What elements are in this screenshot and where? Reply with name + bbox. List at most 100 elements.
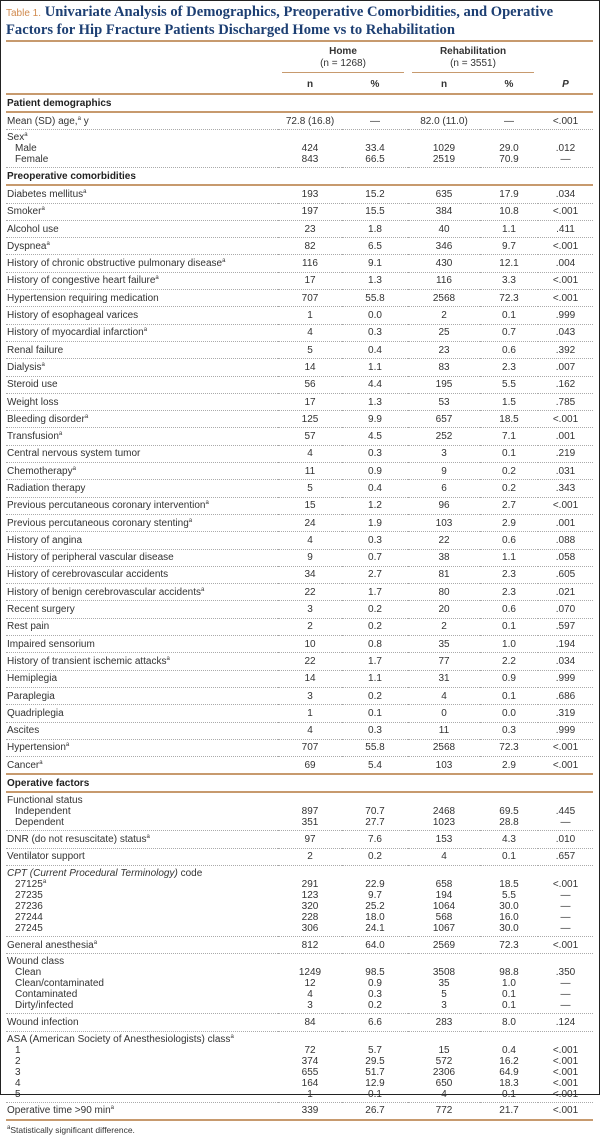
row-label-cell: Chemotherapya	[6, 462, 278, 481]
table-row-group: CPT (Current Procedural Terminology) cod…	[6, 865, 593, 937]
subrow-rehab-pct: 98.8	[499, 967, 519, 979]
cell-rehab-pct: 2.3	[480, 566, 538, 585]
row-label: Quadriplegia	[7, 707, 64, 719]
group-label: CPT (Current Procedural Terminology) cod…	[7, 868, 278, 879]
subrow-rehab-pct: 28.8	[499, 817, 519, 829]
cell-home-n: 22	[278, 652, 342, 671]
row-label-suffix: y	[80, 115, 89, 127]
cell-home-n: 22	[278, 583, 342, 602]
cell-home-pct: 98.5 0.9 0.3 0.2	[342, 953, 408, 1015]
cell-home-pct: 0.4	[342, 341, 408, 360]
cell-p-value: .007	[538, 358, 593, 377]
subrow-label: Clean	[7, 967, 278, 978]
row-label: 27245	[15, 922, 43, 934]
spacer	[480, 1034, 538, 1045]
row-label: Clean/contaminated	[15, 978, 104, 990]
cell-home-pct: 26.7	[342, 1102, 408, 1121]
subrow-home-n: 3	[307, 1000, 313, 1012]
cell-home-pct: 0.3	[342, 324, 408, 342]
cell-home-pct: 6.6	[342, 1013, 408, 1032]
cell-p-value: .031	[538, 462, 593, 481]
table-row: Impaired sensorium 10 0.8 35 1.0.194	[6, 635, 593, 654]
subrow-rehab-pct: 18.3	[499, 1077, 519, 1089]
cell-home-pct: 0.9	[342, 462, 408, 481]
cell-rehab-n: 25	[408, 324, 480, 342]
spacer	[480, 132, 538, 143]
row-label: Dyspnea	[7, 240, 47, 252]
table-row: Cancera 69 5.4 103 2.9 <.001	[6, 756, 593, 775]
section-title: Preoperative comorbidities	[6, 167, 593, 187]
footnote-marker: a	[143, 327, 148, 334]
subrow-home-pct: 98.5	[365, 967, 385, 979]
spacer	[342, 132, 408, 143]
subrow-p-value: —	[560, 154, 571, 166]
cell-home-pct: 55.8	[342, 289, 408, 308]
table-row: Quadriplegia 1 0.1 0 0.0.319	[6, 704, 593, 723]
subrow-label: 1	[7, 1045, 278, 1056]
cell-home-pct: 1.3	[342, 272, 408, 291]
table-row: History of chronic obstructive pulmonary…	[6, 254, 593, 273]
cell-rehab-n: 20	[408, 600, 480, 619]
table-row: Recent surgery 3 0.2 20 0.6.070	[6, 600, 593, 619]
subrow-label: 5	[7, 1089, 278, 1100]
footnote-marker: a	[46, 240, 50, 247]
table-row: DNR (do not resuscitate) statusa 97 7.6 153…	[6, 830, 593, 849]
table-row: History of congestive heart failurea 17 1.…	[6, 272, 593, 291]
cell-rehab-n: 23	[408, 341, 480, 360]
row-label: Wound class	[7, 956, 65, 968]
row-label-cell: Functional status Independent Dependent	[6, 792, 278, 832]
spacer	[342, 956, 408, 967]
table-row: History of cerebrovascular accidents 34 2.…	[6, 566, 593, 585]
row-label-cell: Paraplegia	[6, 687, 278, 706]
cell-p-value: <.001	[538, 272, 593, 291]
footnote-marker: a	[58, 431, 63, 438]
subrow-home-pct: 29.5	[365, 1055, 385, 1067]
subrow-home-pct: 5.7	[368, 1044, 382, 1056]
column-header-row: n % n % P	[6, 76, 593, 95]
subrow-label: Dirty/infected	[7, 1000, 278, 1011]
cell-rehab-n: 6	[408, 479, 480, 498]
subrow-rehab-n: 3508	[432, 967, 456, 979]
subrow-label: 27125a	[7, 879, 278, 890]
subrow-home-pct: 22.9	[365, 878, 385, 890]
row-label: History of congestive heart failure	[7, 275, 156, 287]
cell-p-value: <.001	[538, 739, 593, 758]
row-label: 27236	[15, 900, 43, 912]
spacer	[278, 132, 342, 143]
subrow-p-value: —	[560, 889, 571, 901]
table-row: Steroid use 56 4.4 195 5.5.162	[6, 376, 593, 394]
row-label: DNR (do not resuscitate) status	[7, 834, 147, 846]
cell-rehab-pct: 0.3	[480, 722, 538, 740]
cell-rehab-pct: 0.2	[480, 479, 538, 498]
cell-rehab-pct: 69.5 28.8	[480, 792, 538, 832]
row-label: Chemotherapy	[7, 465, 73, 477]
cell-p-value: .070	[538, 600, 593, 619]
footnote-marker: a	[188, 517, 193, 524]
cell-rehab-n: 1029 2519	[408, 129, 480, 169]
cell-home-n: 812	[278, 936, 342, 955]
cell-p-value: .001	[538, 514, 593, 533]
row-label-cell: ASA (American Society of Anesthesiologis…	[6, 1031, 278, 1103]
cell-p-value: .999	[538, 670, 593, 688]
cell-rehab-n: 9	[408, 462, 480, 481]
cell-home-n: 17	[278, 393, 342, 412]
subrow-rehab-pct: 0.1	[502, 1088, 516, 1100]
cell-rehab-pct: 3.3	[480, 272, 538, 291]
cell-rehab-pct: 1.1	[480, 549, 538, 567]
subrow-rehab-n: 658	[435, 878, 453, 890]
subrow-home-n: 4	[307, 989, 313, 1001]
row-label-cell: Cancera	[6, 756, 278, 775]
row-label-suffix: code	[177, 867, 203, 879]
row-label: Radiation therapy	[7, 482, 86, 494]
cell-rehab-pct: 0.1	[480, 445, 538, 464]
subrow-rehab-n: 4	[441, 1088, 447, 1100]
row-label-cell: History of benign cerebrovascular accide…	[6, 583, 278, 602]
cell-rehab-n: 346	[408, 237, 480, 256]
cell-rehab-n: 11	[408, 722, 480, 740]
cell-p-value: .597	[538, 618, 593, 637]
cell-rehab-pct: 0.1	[480, 306, 538, 325]
row-label: General anesthesia	[7, 939, 94, 951]
footnote-marker: a	[24, 132, 28, 139]
footnote-marker: a	[65, 742, 70, 749]
table-row: Mean (SD) age,a y 72.8 (16.8) —82.0 (11.0)…	[6, 112, 593, 131]
